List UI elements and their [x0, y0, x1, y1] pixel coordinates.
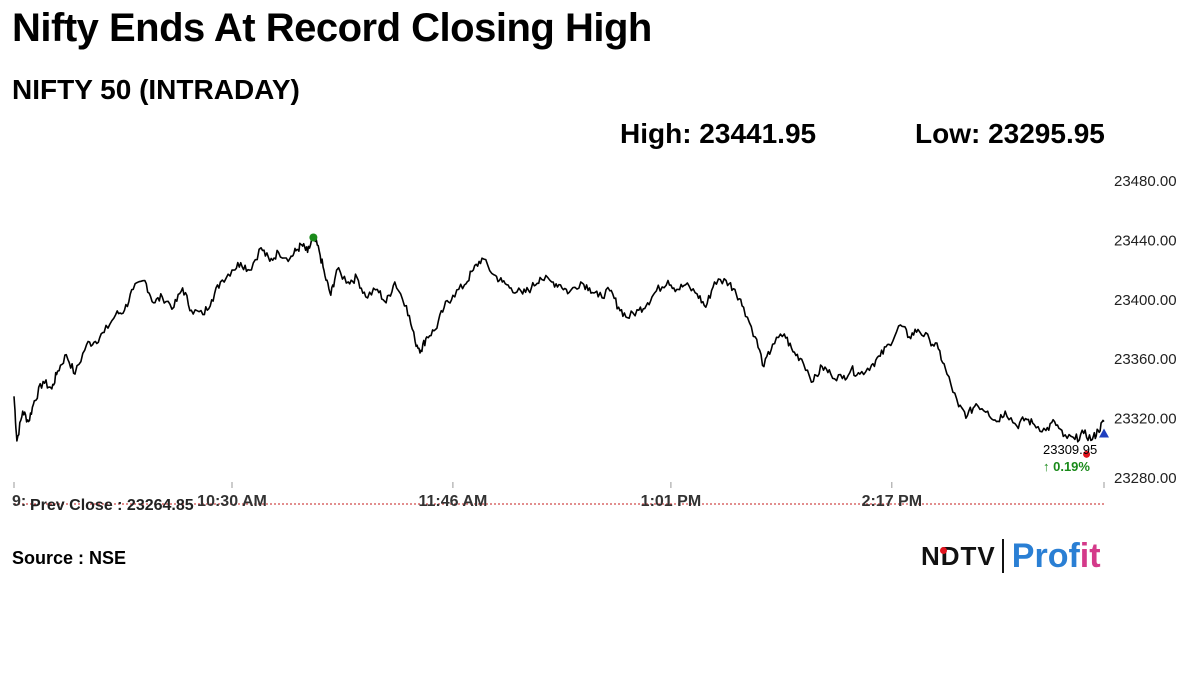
high-value-label: High: 23441.95	[620, 118, 817, 149]
y-axis-ticks: 23480.00 23440.00 23400.00 23360.00 23320.00…	[1114, 173, 1177, 487]
x-tick-label: 1:01 PM	[641, 493, 701, 510]
y-tick-label: 23320.00	[1114, 411, 1177, 428]
last-value-marker	[1099, 428, 1109, 438]
intraday-line-chart: 23480.00 23440.00 23400.00 23360.00 23320.00…	[12, 173, 1177, 514]
x-tick-label: 10:30 AM	[197, 493, 267, 510]
y-tick-label: 23480.00	[1114, 173, 1177, 190]
source-label: Source : NSE	[12, 548, 127, 568]
x-tick-label: 9:	[12, 493, 26, 510]
logo-ndtv-text: NDTV	[921, 540, 996, 571]
prev-close-label: Prev Close : 23264.85	[30, 497, 194, 514]
y-tick-label: 23280.00	[1114, 470, 1177, 487]
y-tick-label: 23360.00	[1114, 351, 1177, 368]
series-line-nifty	[13, 235, 1105, 443]
logo-divider	[1001, 539, 1004, 573]
low-marker	[1083, 450, 1091, 458]
last-value-label: 23309.95	[1043, 442, 1097, 457]
logo-profit-text: Profit	[1011, 536, 1101, 575]
x-tick-label: 11:46 AM	[419, 493, 488, 510]
x-axis-ticks: 9: 10:30 AM 11:46 AM 1:01 PM 2:17 PM	[12, 482, 1105, 510]
low-value-label: Low: 23295.95	[915, 118, 1105, 149]
chart-title: Nifty Ends At Record Closing High	[12, 6, 652, 50]
ndtv-profit-logo: NDTV Profit	[921, 536, 1101, 576]
y-tick-label: 23440.00	[1114, 232, 1177, 249]
chart-subtitle: NIFTY 50 (INTRADAY)	[12, 74, 300, 105]
high-marker	[309, 233, 318, 242]
x-tick-label: 2:17 PM	[862, 493, 922, 510]
y-tick-label: 23400.00	[1114, 292, 1177, 309]
change-percent-label: ↑ 0.19%	[1043, 459, 1090, 474]
